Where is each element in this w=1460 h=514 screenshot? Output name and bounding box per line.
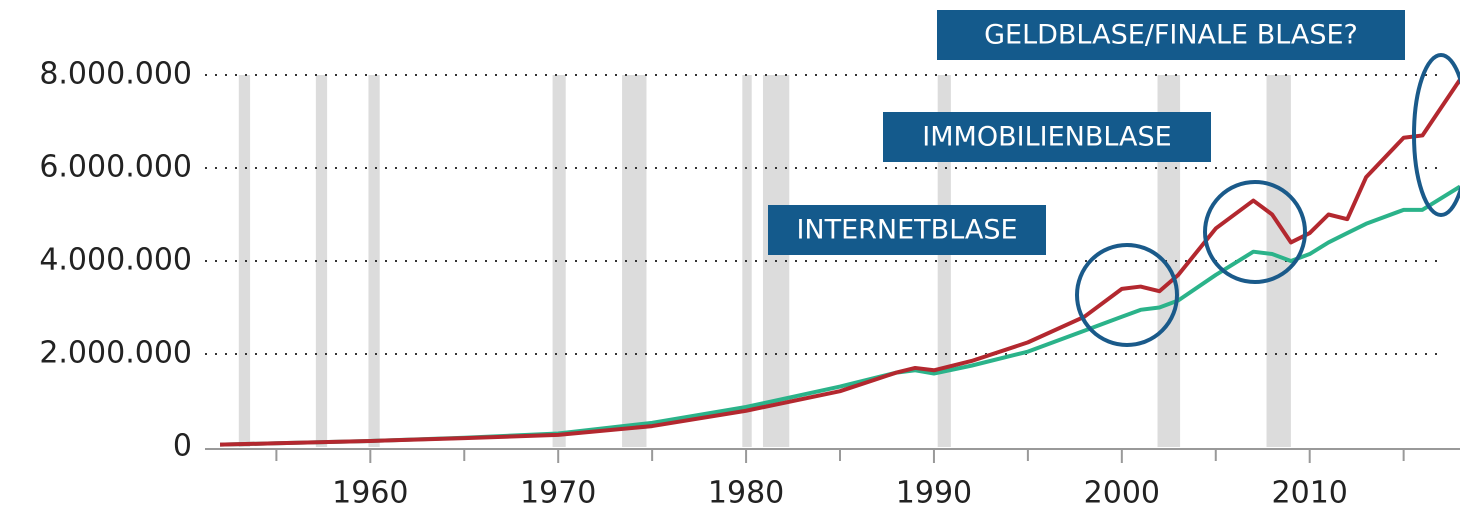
label-box [937,10,1405,60]
y-tick-label: 4.000.000 [39,243,192,278]
x-tick-label: 1970 [520,476,596,511]
recession-band [937,75,951,447]
series-line [219,184,1460,447]
annotation: GELDBLASE/FINALE BLASE? [937,10,1405,60]
x-tick-label: 1960 [332,476,408,511]
lines [219,78,1460,447]
recession-bands [238,75,1291,447]
label-box [883,112,1211,162]
x-tick-label: 1980 [708,476,784,511]
recession-band [315,75,328,447]
x-tick-label: 1990 [896,476,972,511]
series-line [219,78,1460,447]
annotation-text: INTERNETBLASE [796,215,1017,246]
circle [1203,180,1307,284]
recession-band [552,75,566,447]
annotation-text: IMMOBILIENBLASE [922,122,1171,153]
x-tick-label: 2010 [1272,476,1348,511]
annotation: IMMOBILIENBLASE [883,112,1211,162]
recession-band [238,75,251,447]
circle [1412,53,1460,217]
y-tick-label: 8.000.000 [39,57,192,92]
circle [1075,243,1179,347]
recession-band [1157,75,1181,447]
grid [205,74,1460,450]
annotation-text: GELDBLASE/FINALE BLASE? [984,20,1358,51]
x-tick-label: 2000 [1084,476,1160,511]
y-tick-label: 2.000.000 [39,336,192,371]
recession-band [368,75,380,447]
label-box [768,205,1046,255]
recession-band [742,75,752,447]
y-tick-label: 0 [173,429,192,464]
bubble-circles [1075,53,1460,347]
annotation: INTERNETBLASE [768,205,1046,255]
y-tick-label: 6.000.000 [39,150,192,185]
